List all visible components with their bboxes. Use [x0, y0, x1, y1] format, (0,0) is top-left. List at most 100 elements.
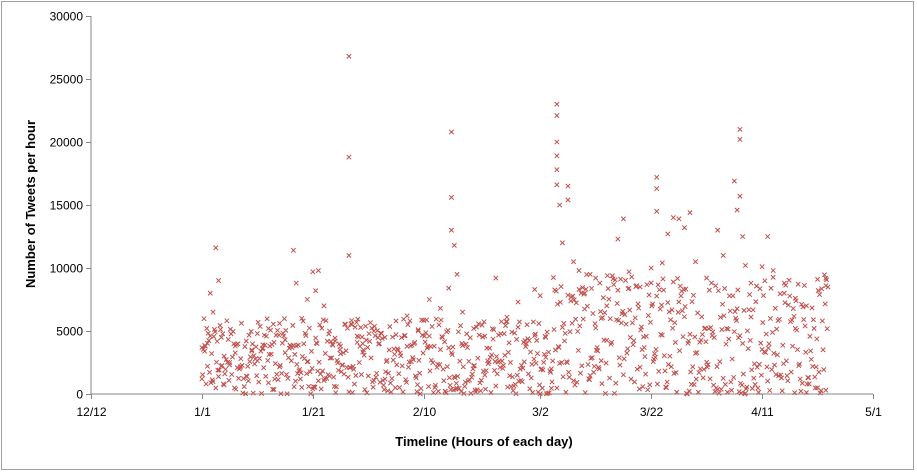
data-point — [481, 319, 487, 325]
data-point — [258, 348, 264, 354]
data-point — [543, 391, 550, 397]
data-point — [333, 384, 339, 390]
data-point — [792, 295, 798, 301]
data-point — [807, 333, 813, 339]
data-point — [734, 306, 740, 312]
data-point — [532, 331, 538, 337]
data-point — [316, 359, 322, 365]
data-point — [225, 336, 231, 342]
data-point — [659, 302, 665, 308]
data-point — [670, 215, 676, 221]
data-point — [573, 300, 579, 306]
data-point — [453, 380, 459, 386]
y-axis-title: Number of Tweets per hour — [23, 120, 38, 288]
data-point — [221, 353, 227, 359]
data-point — [654, 208, 660, 214]
data-point — [653, 346, 659, 352]
data-point — [514, 372, 520, 378]
data-point — [564, 359, 570, 366]
data-point — [654, 381, 660, 387]
data-point — [512, 330, 518, 336]
data-point — [477, 380, 483, 386]
data-point — [263, 373, 269, 379]
data-point — [545, 349, 552, 355]
data-point — [679, 308, 685, 314]
data-point — [805, 375, 812, 381]
data-point — [427, 368, 433, 374]
data-point — [353, 319, 360, 325]
data-point — [421, 333, 428, 339]
data-point — [620, 308, 626, 314]
data-point — [399, 335, 405, 341]
data-point — [426, 296, 432, 303]
data-point — [347, 365, 353, 371]
data-point — [810, 317, 816, 323]
data-point — [367, 338, 373, 344]
data-point — [648, 265, 654, 271]
data-point — [748, 280, 754, 286]
data-point — [482, 333, 488, 339]
data-point — [590, 310, 596, 317]
data-point — [744, 328, 751, 334]
data-point — [603, 360, 609, 366]
data-point — [245, 378, 251, 384]
data-point — [655, 282, 661, 288]
data-point — [531, 356, 537, 362]
data-point — [282, 350, 288, 356]
data-point — [822, 301, 828, 307]
data-point — [604, 303, 610, 309]
data-point — [783, 358, 789, 364]
data-point — [371, 323, 378, 329]
data-point — [779, 388, 785, 394]
data-point — [723, 341, 729, 347]
data-point — [752, 381, 758, 388]
data-point — [468, 390, 474, 396]
data-point — [270, 386, 276, 393]
data-point — [654, 186, 660, 192]
data-point — [374, 370, 380, 376]
data-point — [299, 315, 305, 321]
data-point — [404, 313, 410, 319]
data-point — [447, 382, 453, 388]
data-point — [575, 328, 581, 334]
data-point — [823, 387, 829, 393]
data-point — [448, 129, 455, 135]
data-point — [372, 333, 378, 339]
data-point — [722, 381, 728, 388]
data-point — [335, 367, 342, 373]
data-point — [332, 338, 338, 344]
data-point — [801, 317, 807, 323]
data-point — [418, 385, 424, 392]
data-point — [543, 334, 549, 340]
data-point — [446, 375, 452, 381]
data-point — [524, 322, 530, 328]
data-point — [699, 314, 705, 320]
data-point — [310, 269, 316, 275]
data-point — [483, 368, 489, 374]
data-point — [202, 343, 208, 349]
data-point — [758, 372, 764, 378]
data-point — [642, 353, 648, 360]
data-point — [383, 369, 389, 375]
data-point — [368, 355, 374, 361]
data-point — [638, 324, 645, 330]
data-point — [342, 321, 348, 327]
data-point — [367, 320, 373, 326]
data-point — [264, 316, 270, 322]
data-point — [279, 370, 285, 376]
data-point — [478, 388, 484, 394]
data-point — [516, 319, 522, 325]
data-point — [726, 336, 732, 342]
data-point — [556, 344, 562, 351]
data-point — [389, 375, 395, 382]
data-point — [576, 286, 582, 293]
data-point — [627, 307, 633, 313]
data-point — [471, 325, 477, 332]
data-point — [782, 300, 788, 306]
data-point — [386, 347, 392, 353]
data-point — [559, 324, 565, 330]
data-point — [244, 373, 250, 380]
data-point — [371, 328, 377, 334]
data-point — [737, 333, 743, 339]
data-point — [219, 362, 225, 369]
